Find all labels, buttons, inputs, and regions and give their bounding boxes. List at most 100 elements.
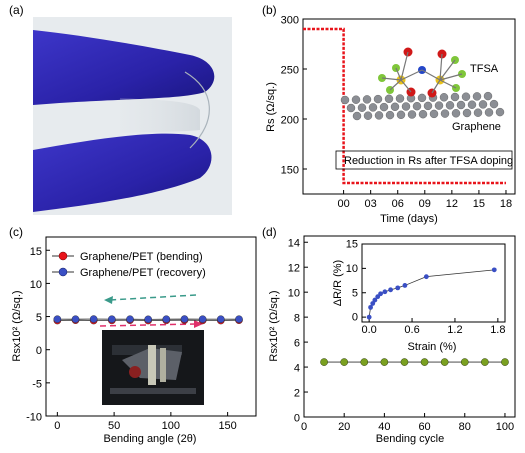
annotation-box xyxy=(335,150,513,170)
c-y-tick-label: 15 xyxy=(30,246,42,258)
inset-data-point xyxy=(366,314,372,320)
c-x-tick-label: 150 xyxy=(218,420,236,432)
d-y-tick-label: 6 xyxy=(294,338,300,350)
inset-y-tick-label: 10 xyxy=(346,263,358,275)
data-point-c-1 xyxy=(162,315,171,324)
legend-entry-bending: Graphene/PET (bending) xyxy=(80,251,203,263)
data-point-c-1 xyxy=(144,315,152,324)
d-y-tick-label: 10 xyxy=(288,288,300,300)
b-x-tick-label: 09 xyxy=(419,198,431,210)
photo-bending-film xyxy=(33,17,232,215)
inset-y-axis-label: ΔR/R (%) xyxy=(332,260,344,306)
data-point-d xyxy=(400,358,409,366)
b-x-tick-label: 12 xyxy=(446,198,458,210)
data-point-d xyxy=(380,358,389,366)
data-point-d xyxy=(340,358,349,366)
inset-y-tick-label: 5 xyxy=(352,287,358,299)
d-y-tick-label: 2 xyxy=(294,388,300,400)
data-point-d xyxy=(360,358,369,366)
panel-label-d: (d) xyxy=(262,225,277,239)
plot-area-d xyxy=(303,235,516,418)
plot-area-b xyxy=(302,18,516,195)
chart-panel-b: 00 03 06 09 12 15 18 150 200 250 300 TFSA Graphene… xyxy=(265,15,516,225)
d-x-tick-label: 40 xyxy=(378,421,390,433)
inset-plot-area xyxy=(361,243,506,323)
d-y-tick-label: 8 xyxy=(294,313,300,325)
inset-data-point xyxy=(372,297,378,303)
inset-series xyxy=(366,267,497,320)
c-y-tick-label: -5 xyxy=(32,378,42,390)
data-point-c-1 xyxy=(180,315,189,323)
chart-panel-d: 0 20 40 60 80 100 0 2 4 6 8 10 12 14 Bending cycle Rs… xyxy=(268,235,516,445)
data-point-d xyxy=(420,358,429,366)
d-x-tick-label: 60 xyxy=(418,421,430,433)
b-x-tick-label: 15 xyxy=(473,198,485,210)
chart-panel-c: 0 50 100 150 -10 -5 0 5 10 15 Graphene/PET (bendi… xyxy=(11,236,257,445)
legend-c: Graphene/PET (bending) Graphene/PET (rec… xyxy=(52,251,206,279)
c-y-tick-label: 5 xyxy=(36,312,42,324)
c-y-tick-label: 0 xyxy=(36,345,42,357)
b-y-tick-label: 300 xyxy=(281,15,299,27)
inset-data-point xyxy=(368,304,373,310)
inset-x-axis-label: Strain (%) xyxy=(408,341,457,353)
x-axis-label-c: Bending angle (2θ) xyxy=(104,433,197,445)
d-x-tick-label: 20 xyxy=(338,421,350,433)
inset-y-tick-label: 0 xyxy=(352,312,358,324)
panel-label-b: (b) xyxy=(262,3,277,17)
d-y-tick-label: 12 xyxy=(288,263,300,275)
d-x-tick-label: 100 xyxy=(496,421,514,433)
inset-data-point xyxy=(382,289,388,295)
inset-photo-bending-setup xyxy=(102,330,204,405)
data-point-d xyxy=(320,358,328,366)
data-point-d xyxy=(440,358,449,366)
c-y-tick-label: -10 xyxy=(26,412,42,424)
inset-data-point xyxy=(388,287,393,293)
data-point-d xyxy=(501,358,509,366)
c-x-tick-label: 50 xyxy=(108,420,120,432)
axis-ticks-c: 0 50 100 150 -10 -5 0 5 10 15 xyxy=(26,246,237,432)
data-point-c-1 xyxy=(89,315,98,323)
c-x-tick-label: 0 xyxy=(54,420,60,432)
data-point-c-1 xyxy=(217,315,225,324)
axis-ticks-d: 0 20 40 60 80 100 0 2 4 6 8 10 12 14 xyxy=(288,238,514,433)
data-point-c-1 xyxy=(71,315,80,324)
d-x-tick-label: 80 xyxy=(459,421,471,433)
b-y-tick-label: 150 xyxy=(281,165,299,177)
tfsa-molecule-illustration xyxy=(340,47,505,121)
b-x-tick-label: 18 xyxy=(500,198,512,210)
c-y-tick-label: 10 xyxy=(30,279,42,291)
data-point-d xyxy=(481,358,489,366)
d-x-tick-label: 0 xyxy=(301,421,307,433)
b-y-tick-label: 200 xyxy=(281,115,299,127)
data-point-c-1 xyxy=(126,315,134,324)
c-x-tick-label: 100 xyxy=(162,420,180,432)
legend-entry-recovery: Graphene/PET (recovery) xyxy=(80,267,206,279)
inset-data-point xyxy=(491,267,497,273)
inset-x-tick-label: 1.2 xyxy=(447,324,462,336)
inset-data-point xyxy=(423,274,429,280)
y-axis-label-c: Rsx10² (Ω/sq.) xyxy=(11,290,23,361)
data-point-c-1 xyxy=(53,315,62,324)
series-d xyxy=(320,358,509,366)
inset-data-point xyxy=(378,291,383,297)
inset-x-tick-label: 1.8 xyxy=(490,324,505,336)
y-axis-label-d: Rsx10² (Ω/sq.) xyxy=(268,290,280,361)
graphene-label: Graphene xyxy=(452,121,501,133)
b-x-tick-label: 03 xyxy=(365,198,377,210)
plot-area-c xyxy=(45,236,257,417)
panel-label-c: (c) xyxy=(9,225,23,239)
b-y-tick-label: 250 xyxy=(281,65,299,77)
d-y-tick-label: 4 xyxy=(294,363,300,375)
inset-x-tick-label: 0.0 xyxy=(362,324,377,336)
inset-axis-ticks: 0.0 0.6 1.2 1.8 0 5 10 15 xyxy=(346,239,506,337)
series-b xyxy=(303,27,506,185)
inset-data-point xyxy=(370,301,376,306)
d-y-tick-label: 14 xyxy=(288,238,300,250)
series-c xyxy=(53,315,243,325)
data-point-c-1 xyxy=(108,315,116,324)
x-axis-label-d: Bending cycle xyxy=(376,433,445,445)
inset-series-line xyxy=(368,269,495,318)
series-line-b xyxy=(303,27,506,185)
inset-x-tick-label: 0.6 xyxy=(404,324,419,336)
